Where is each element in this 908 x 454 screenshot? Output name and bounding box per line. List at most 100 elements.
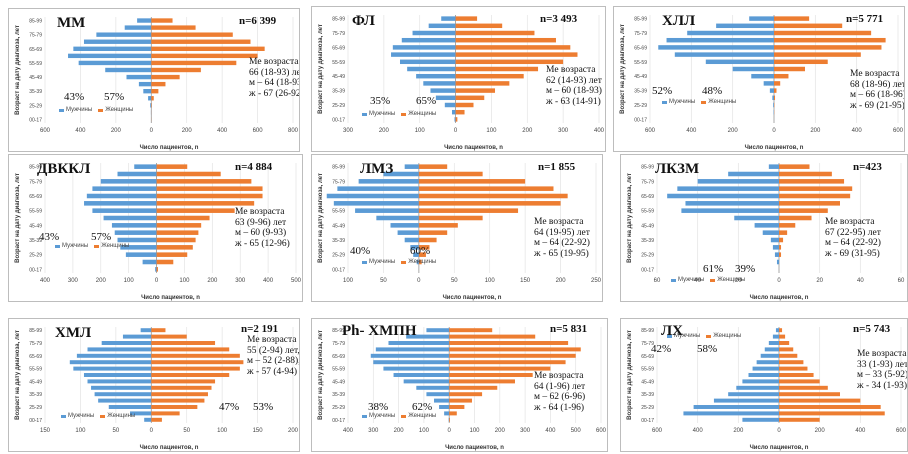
- male-bar: [355, 208, 419, 213]
- y-tick-label: 75-79: [29, 179, 42, 185]
- y-tick-label: 35-39: [29, 89, 42, 95]
- x-axis-label: Число пациентов, n: [745, 145, 804, 151]
- male-bar: [84, 201, 157, 206]
- chart-title: Ph- ХМПН: [342, 323, 417, 339]
- median-age-line: 68 (18-96) лет: [850, 79, 905, 90]
- female-bar: [156, 193, 263, 199]
- female-bar: [774, 73, 789, 79]
- y-tick-label: 35-39: [641, 392, 654, 398]
- male-bar: [769, 88, 774, 93]
- female-bar: [779, 208, 828, 213]
- male-bar: [391, 52, 456, 57]
- median-age-line: ж - 65 (19-95): [534, 248, 589, 259]
- x-tick-label: 600: [596, 428, 607, 434]
- male-bar: [73, 46, 152, 51]
- y-tick-label: 85-99: [29, 19, 42, 25]
- y-tick-label: 55-59: [29, 61, 42, 67]
- legend-female-swatch: [706, 334, 712, 338]
- female-bar: [449, 334, 536, 339]
- legend-male-swatch: [667, 334, 672, 338]
- male-bar: [749, 16, 774, 21]
- x-axis-label: Число пациентов, n: [444, 145, 503, 151]
- median-age-line: ж - 65 (12-96): [235, 238, 290, 249]
- female-bar: [156, 201, 255, 206]
- male-bar: [94, 392, 152, 397]
- x-tick-label: 400: [686, 128, 697, 134]
- x-tick-label: 200: [182, 128, 193, 134]
- y-tick-label: 25-29: [641, 253, 654, 259]
- male-bar: [87, 347, 152, 352]
- median-age-line: Ме возраста: [534, 217, 584, 227]
- female-bar: [779, 417, 820, 422]
- female-bar: [156, 164, 188, 169]
- male-bar: [677, 186, 779, 191]
- male-bar: [96, 32, 152, 37]
- median-age-line: ж - 69 (31-95): [825, 248, 880, 259]
- male-bar: [78, 60, 152, 66]
- female-bar: [774, 52, 861, 57]
- y-tick-label: 85-99: [29, 328, 42, 334]
- male-bar: [86, 193, 157, 199]
- y-tick-label: 00-17: [29, 418, 42, 424]
- female-bar: [156, 186, 263, 191]
- female-bar: [151, 373, 230, 377]
- female-bar: [779, 405, 881, 409]
- male-bar: [76, 353, 152, 358]
- x-tick-label: 50: [380, 278, 387, 284]
- male-bar: [451, 109, 456, 115]
- female-bar: [779, 179, 845, 184]
- legend-female-label: Женщины: [408, 111, 437, 117]
- female-bar: [151, 96, 154, 101]
- median-age-block: Ме возраста 62 (14-93) лет м – 60 (18-93) ж…: [546, 65, 602, 107]
- x-axis-label: Число пациентов, n: [750, 295, 809, 301]
- male-bar: [92, 208, 157, 213]
- legend-male-swatch: [362, 260, 367, 264]
- y-tick-label: 75-79: [29, 33, 42, 39]
- chart-svg: 150 100 50 0 50 100 150 200 00-17 25-29 35-39 45-49…: [15, 327, 299, 451]
- y-tick-label: 35-39: [29, 392, 42, 398]
- x-tick-label: 400: [343, 428, 354, 434]
- x-tick-label: 300: [68, 278, 79, 284]
- female-bar: [779, 215, 812, 221]
- x-tick-label: 200: [96, 278, 107, 284]
- x-tick-label: 400: [217, 128, 228, 134]
- y-tick-label: 55-59: [29, 209, 42, 215]
- x-tick-label: 300: [520, 428, 531, 434]
- male-bar: [742, 379, 779, 384]
- female-bar: [418, 230, 448, 235]
- male-bar: [439, 405, 450, 409]
- male-bar: [768, 164, 779, 169]
- x-tick-label: 50: [113, 428, 120, 434]
- male-bar: [762, 230, 779, 235]
- median-age-line: Ме возраста: [249, 57, 299, 67]
- male-bar: [705, 59, 774, 65]
- x-tick-label: 200: [207, 278, 218, 284]
- y-tick-label: 65-69: [29, 194, 42, 200]
- chart-panel-5: 100 50 0 50 100 150 200 250 00-17 25-29 35-39 45-49…: [311, 154, 603, 302]
- x-tick-label: 200: [556, 278, 567, 284]
- female-bar: [418, 164, 448, 169]
- y-tick-label: 55-59: [332, 367, 345, 373]
- chart-svg: 300 200 100 0 100 200 300 400 00-17 25-29 35-39 45-…: [318, 15, 605, 151]
- y-axis-label: Возраст на дату диагноза, лет: [15, 173, 21, 263]
- chart-panel-9: 600 400 200 0 200 400 600 00-17 25-29 35-39 45-49 5…: [620, 318, 908, 452]
- female-bar: [151, 103, 152, 108]
- x-tick-label: 400: [40, 278, 51, 284]
- legend: Мужчины Женщины: [61, 413, 135, 420]
- female-bar: [779, 373, 814, 377]
- male-bar: [412, 30, 456, 36]
- female-bar: [418, 245, 430, 250]
- male-bar: [404, 237, 419, 243]
- median-age-line: 62 (14-93) лет: [546, 75, 602, 86]
- y-tick-label: 55-59: [641, 367, 654, 373]
- male-bar: [148, 96, 152, 101]
- female-bar: [779, 347, 794, 352]
- male-bar: [413, 252, 419, 257]
- female-percent: 60%: [410, 245, 431, 257]
- x-tick-label: 300: [343, 128, 354, 134]
- x-axis-label: Число пациентов, n: [141, 295, 200, 301]
- x-tick-label: 400: [545, 428, 556, 434]
- male-bar: [68, 53, 152, 59]
- male-bar: [140, 328, 152, 333]
- legend-male-label: Мужчины: [369, 413, 396, 419]
